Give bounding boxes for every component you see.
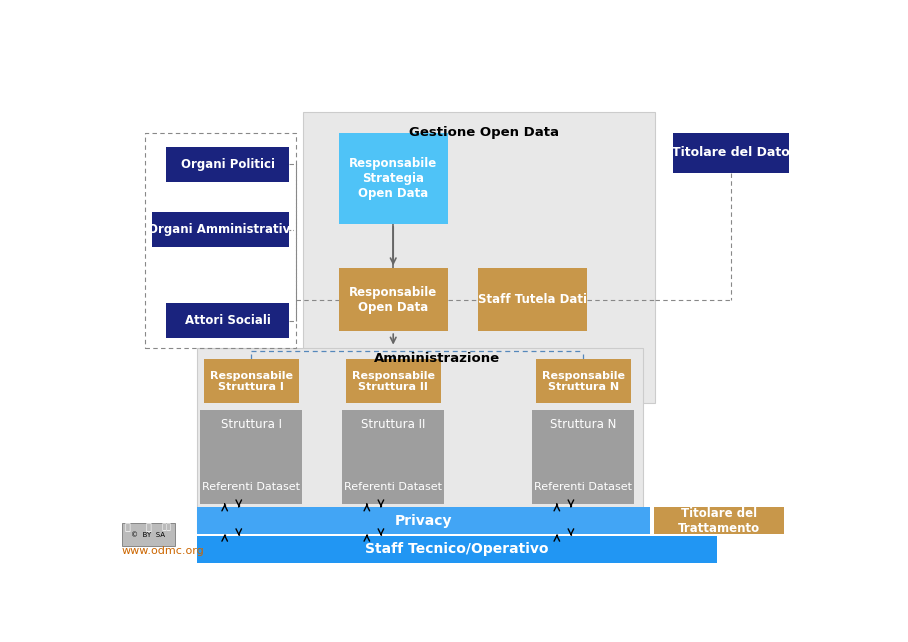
Text: Staff Tecnico/Operativo: Staff Tecnico/Operativo bbox=[365, 542, 548, 557]
Bar bbox=[196, 347, 644, 532]
Text: Referenti Dataset: Referenti Dataset bbox=[344, 482, 442, 492]
Text: Amministrazione: Amministrazione bbox=[374, 352, 500, 365]
Bar bbox=[200, 410, 302, 504]
Text: Responsabile
Strategia
Open Data: Responsabile Strategia Open Data bbox=[349, 157, 438, 200]
Text: Struttura II: Struttura II bbox=[361, 418, 426, 431]
Bar bbox=[654, 507, 785, 534]
Bar bbox=[532, 410, 635, 504]
Text: Struttura I: Struttura I bbox=[221, 418, 281, 431]
Text: Struttura N: Struttura N bbox=[550, 418, 617, 431]
Text: ©  BY  SA: © BY SA bbox=[131, 532, 165, 537]
Text: Ⓝ: Ⓝ bbox=[145, 521, 151, 532]
Text: www.odmc.org: www.odmc.org bbox=[122, 546, 204, 555]
Bar bbox=[122, 523, 174, 546]
Bar bbox=[536, 359, 631, 403]
Text: ⒸⒸ: ⒸⒸ bbox=[162, 522, 172, 531]
Text: Attori Sociali: Attori Sociali bbox=[185, 314, 271, 327]
Bar bbox=[145, 133, 296, 347]
Text: Privacy: Privacy bbox=[395, 514, 452, 528]
Text: Referenti Dataset: Referenti Dataset bbox=[202, 482, 300, 492]
Bar bbox=[153, 213, 290, 247]
Bar bbox=[303, 112, 656, 403]
Bar bbox=[196, 536, 717, 563]
Bar bbox=[346, 359, 440, 403]
Text: Organi Politici: Organi Politici bbox=[181, 158, 275, 171]
Bar bbox=[166, 147, 290, 182]
Text: Responsabile
Struttura N: Responsabile Struttura N bbox=[542, 370, 625, 392]
Text: Responsabile
Struttura I: Responsabile Struttura I bbox=[210, 370, 292, 392]
Bar bbox=[342, 410, 444, 504]
Bar bbox=[339, 268, 448, 331]
Bar bbox=[673, 133, 789, 173]
Bar bbox=[166, 303, 290, 338]
Text: Responsabile
Struttura II: Responsabile Struttura II bbox=[351, 370, 435, 392]
Text: Organi Amministrativi: Organi Amministrativi bbox=[148, 223, 294, 236]
Text: Titolare del Dato: Titolare del Dato bbox=[672, 146, 790, 159]
Bar bbox=[478, 268, 587, 331]
Text: Ⓒ: Ⓒ bbox=[124, 521, 131, 532]
Bar bbox=[203, 359, 299, 403]
Bar bbox=[196, 507, 650, 534]
Bar bbox=[339, 133, 448, 224]
Text: Titolare del
Trattamento: Titolare del Trattamento bbox=[678, 507, 760, 535]
Text: Staff Tutela Dati: Staff Tutela Dati bbox=[478, 293, 587, 306]
Text: Referenti Dataset: Referenti Dataset bbox=[534, 482, 632, 492]
Text: Gestione Open Data: Gestione Open Data bbox=[410, 126, 559, 139]
Text: Responsabile
Open Data: Responsabile Open Data bbox=[349, 286, 438, 314]
